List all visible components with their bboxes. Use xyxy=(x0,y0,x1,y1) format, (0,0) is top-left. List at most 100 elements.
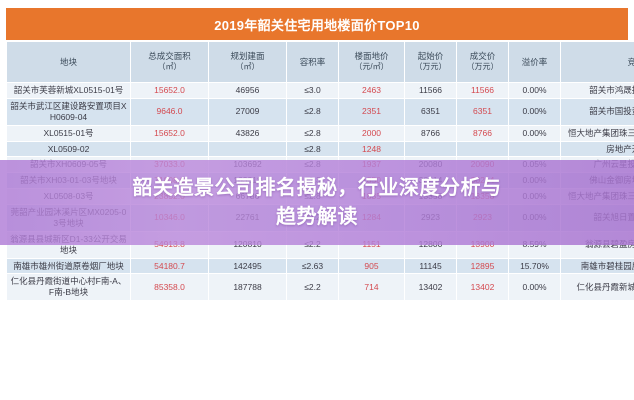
cell-plan-area: 43826 xyxy=(208,124,287,142)
cell-company: 韶关旭日置业发展有限公司 xyxy=(560,204,634,232)
cell-plan-area: 163318 xyxy=(208,172,287,190)
cell-plot-ratio: ≤2.8 xyxy=(286,124,339,142)
cell-premium-rate: 15.70% xyxy=(508,257,561,275)
cell-plot-ratio: ≤2.3 xyxy=(286,172,339,190)
cell-premium-rate: 0.00% xyxy=(508,124,561,142)
cell-plot: 韶关市武江区建设路安置项目XH0609-04 xyxy=(6,97,131,126)
cell-floor-price: 2463 xyxy=(338,82,405,99)
cell-plot: 韶关市XH03-01-03号地块 xyxy=(6,172,131,190)
cell-company: 翁源县碧盈房地产开发有限公司 xyxy=(560,230,634,259)
cell-plot: XL0509-02 xyxy=(6,140,131,158)
cell-company: 恒大地产集团珠三角房地产开发有限公司 xyxy=(560,188,634,205)
cell-start-price: 20080 xyxy=(404,156,457,174)
cell-plot: 韶关市芙蓉新城XL0515-01号 xyxy=(6,82,131,99)
cell-start-price: 13402 xyxy=(404,273,457,302)
column-header-premium-rate: 溢价率 xyxy=(508,41,561,83)
cell-floor-price: 905 xyxy=(338,257,405,275)
cell-premium-rate xyxy=(508,140,561,158)
cell-deal-price: 12895 xyxy=(456,257,509,275)
cell-premium-rate: 0.00% xyxy=(508,172,561,190)
page-title: 2019年韶关住宅用地楼面价TOP10 xyxy=(214,17,420,33)
cell-floor-price: 1248 xyxy=(338,140,405,158)
cell-start-price: 2923 xyxy=(404,204,457,232)
cell-start-price: 11145 xyxy=(404,257,457,275)
table-row: 莞韶产业园沐溪片区MX0205-03号地块 10346.0 22761 ≤2.2 128… xyxy=(6,204,634,232)
cell-start-price xyxy=(404,140,457,158)
cell-plot: 韶关市XH0609-05号 xyxy=(6,156,131,174)
cell-company: 恒大地产集团珠三角房地产开发有限公司 xyxy=(560,124,634,142)
chart-title-banner: 2019年韶关住宅用地楼面价TOP10 xyxy=(6,8,628,40)
cell-plot: XL0515-01号 xyxy=(6,124,131,142)
cell-deal-price: 30214 xyxy=(456,172,509,190)
cell-premium-rate: 0.00% xyxy=(508,204,561,232)
cell-company: 南雄市碧桂园房地产开发有限公司 xyxy=(560,257,634,275)
cell-plan-area xyxy=(208,140,287,158)
column-unit-floor-price: （元/㎡） xyxy=(354,62,389,72)
cell-deal-price xyxy=(456,140,509,158)
table-row: 韶关市XH03-01-03号地块 71008.0 163318 ≤2.3 1850 302… xyxy=(6,172,634,190)
table-row: 韶关市XH0609-05号 37033.0 103692 ≤2.8 1937 20080 2… xyxy=(6,156,634,174)
cell-total-area: 54913.8 xyxy=(130,230,209,259)
cell-deal-price: 2923 xyxy=(456,204,509,232)
table-row: 仁化县丹霞街道中心村F南-A、F南-B地块 85358.0 187788 ≤2.2 71… xyxy=(6,273,634,302)
cell-plan-area: 103692 xyxy=(208,156,287,174)
cell-start-price: 11566 xyxy=(404,82,457,99)
cell-total-area: 37033.0 xyxy=(130,156,209,174)
table-row: XL0508-03号 23852.0 66786 ≤2.8 1835 13358 13358… xyxy=(6,188,634,205)
column-header-total-area: 总成交面积 （㎡） xyxy=(130,41,209,83)
cell-company: 仁化县丹霞新城房地产开发有限公司 xyxy=(560,273,634,302)
cell-plot-ratio: ≤2.8 xyxy=(286,156,339,174)
land-price-table-wrap: 地块 总成交面积 （㎡） 规划建面 （㎡） 容积率 xyxy=(6,41,634,302)
cell-premium-rate: 0.00% xyxy=(508,188,561,205)
cell-company: 房地产开发有限公司 xyxy=(560,140,634,158)
cell-company: 佛山金御房地产开发有限公司 xyxy=(560,172,634,190)
cell-plan-area: 22761 xyxy=(208,204,287,232)
table-row: 韶关市武江区建设路安置项目XH0609-04 9646.0 27009 ≤2.8 235… xyxy=(6,97,634,126)
column-header-plot: 地块 xyxy=(6,41,131,83)
cell-total-area: 23852.0 xyxy=(130,188,209,205)
cell-plot-ratio: ≤2.8 xyxy=(286,188,339,205)
cell-plan-area: 120810 xyxy=(208,230,287,259)
cell-start-price: 30214 xyxy=(404,172,457,190)
cell-total-area: 9646.0 xyxy=(130,97,209,126)
column-unit-plan-area: （㎡） xyxy=(235,62,260,72)
cell-plan-area: 46956 xyxy=(208,82,287,99)
cell-start-price: 6351 xyxy=(404,97,457,126)
table-header-row: 地块 总成交面积 （㎡） 规划建面 （㎡） 容积率 xyxy=(6,41,634,83)
column-header-deal-price: 成交价 （万元） xyxy=(456,41,509,83)
table-body: 韶关市芙蓉新城XL0515-01号 15652.0 46956 ≤3.0 2463 115… xyxy=(6,82,634,302)
cell-plan-area: 142495 xyxy=(208,257,287,275)
column-header-plan-area: 规划建面 （㎡） xyxy=(208,41,287,83)
cell-floor-price: 1284 xyxy=(338,204,405,232)
column-unit-total-area: （㎡） xyxy=(157,62,182,72)
cell-plot: 翁源县县城新区D1-33公开交易地块 xyxy=(6,230,131,259)
cell-plot-ratio: ≤2.2 xyxy=(286,204,339,232)
cell-plot-ratio: ≤2.2 xyxy=(286,230,339,259)
cell-floor-price: 2351 xyxy=(338,97,405,126)
cell-total-area xyxy=(130,140,209,158)
cell-plan-area: 27009 xyxy=(208,97,287,126)
cell-premium-rate: 0.00% xyxy=(508,82,561,99)
table-row: 韶关市芙蓉新城XL0515-01号 15652.0 46956 ≤3.0 2463 115… xyxy=(6,82,634,99)
cell-premium-rate: 8.59% xyxy=(508,230,561,259)
cell-start-price: 8766 xyxy=(404,124,457,142)
cell-plot: XL0508-03号 xyxy=(6,188,131,205)
cell-floor-price: 1937 xyxy=(338,156,405,174)
table-row: 翁源县县城新区D1-33公开交易地块 54913.8 120810 ≤2.2 1151 1… xyxy=(6,230,634,259)
cell-premium-rate: 0.00% xyxy=(508,97,561,126)
cell-plot: 南雄市雄州街道原卷烟厂地块 xyxy=(6,257,131,275)
cell-plan-area: 187788 xyxy=(208,273,287,302)
table-row: 南雄市雄州街道原卷烟厂地块 54180.7 142495 ≤2.63 905 11145 1… xyxy=(6,257,634,275)
table-row: XL0515-01号 15652.0 43826 ≤2.8 2000 8766 8766 0.… xyxy=(6,124,634,142)
cell-plot: 仁化县丹霞街道中心村F南-A、F南-B地块 xyxy=(6,273,131,302)
cell-floor-price: 714 xyxy=(338,273,405,302)
column-unit-start-price: （万元） xyxy=(414,62,447,72)
cell-plot-ratio: ≤2.8 xyxy=(286,140,339,158)
cell-floor-price: 1850 xyxy=(338,172,405,190)
cell-company: 广州云星投资集团有限公司 xyxy=(560,156,634,174)
cell-deal-price: 13402 xyxy=(456,273,509,302)
cell-total-area: 85358.0 xyxy=(130,273,209,302)
cell-company: 韶关市鸿晟投资开发有限公司 xyxy=(560,82,634,99)
